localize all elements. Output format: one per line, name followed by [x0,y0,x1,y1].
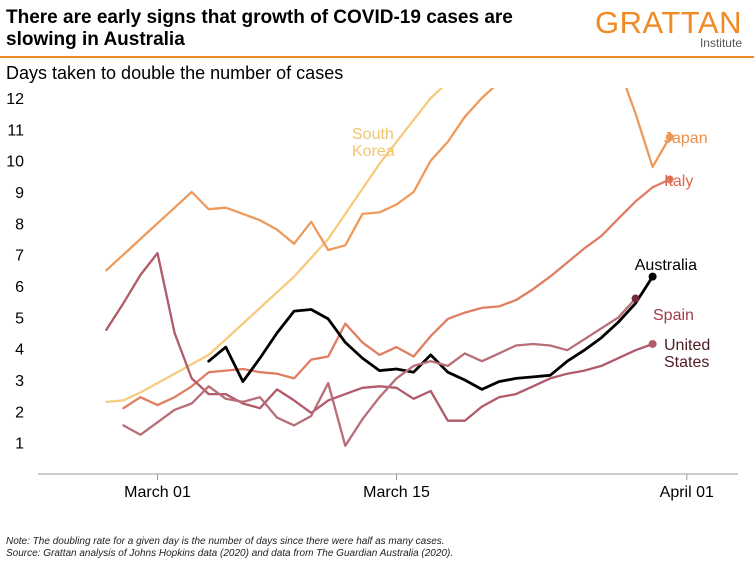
grattan-logo: GRATTAN Institute [594,5,742,50]
logo-wordmark: GRATTAN [594,5,742,40]
logo-subtext: Institute [699,36,742,50]
series-line-japan [105,88,671,272]
y-tick-label: 9 [15,185,24,202]
series-label-spain: Spain [653,307,694,324]
series-line-italy [122,178,671,410]
series-lines [105,88,671,447]
y-tick-label: 10 [6,154,24,171]
y-tick-label: 2 [15,404,24,421]
series-label-australia: Australia [635,257,697,274]
end-marker-italy [665,175,674,184]
y-tick-label: 1 [15,436,24,453]
x-tick-label: April 01 [660,484,714,501]
series-line-australia [207,275,654,391]
series-label-united-states: United [664,337,710,354]
series-line-united-states [122,297,637,447]
series-label-united-states: States [664,354,709,371]
series-line-spain [105,251,654,422]
end-marker-spain [648,339,657,348]
y-tick-label: 12 [6,91,24,108]
end-marker-japan [665,133,674,142]
series-line-south-korea [105,88,444,404]
note-text: Note: The doubling rate for a given day … [6,536,445,547]
y-tick-label: 8 [15,216,24,233]
y-tick-label: 3 [15,373,24,390]
x-tick-label: March 01 [124,484,191,501]
series-label-south-korea: Korea [352,143,395,160]
end-marker-australia [648,272,657,281]
y-tick-label: 7 [15,248,24,265]
header-divider [0,56,754,58]
chart-subtitle: Days taken to double the number of cases [6,63,344,83]
series-label-italy: Italy [664,173,693,190]
y-tick-label: 4 [15,342,24,359]
y-tick-label: 5 [15,310,24,327]
end-marker-united-states [631,294,640,303]
series-label-japan: Japan [664,130,708,147]
chart-title: There are early signs that growth of COV… [6,7,513,50]
y-tick-label: 6 [15,279,24,296]
series-label-south-korea: South [352,126,394,143]
y-tick-label: 11 [7,122,24,139]
source-text: Source: Grattan analysis of Johns Hopkin… [6,548,454,559]
chart-notes: Note: The doubling rate for a given day … [6,536,453,560]
x-tick-label: March 15 [363,484,430,501]
